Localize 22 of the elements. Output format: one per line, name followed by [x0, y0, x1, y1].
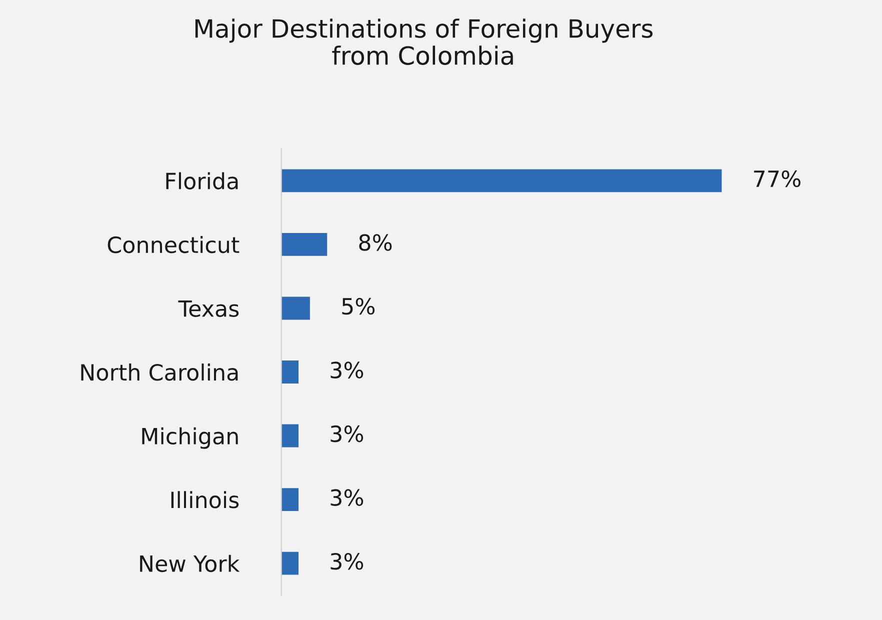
- bar: [281, 552, 299, 575]
- data-label: 3%: [330, 489, 364, 506]
- bar: [281, 360, 299, 384]
- y-tick-label: Illinois: [171, 491, 239, 508]
- y-tick-label: Texas: [178, 300, 239, 317]
- bar: [281, 296, 310, 320]
- data-label: 8%: [359, 234, 392, 251]
- data-label: 77%: [754, 170, 800, 188]
- y-tick-label: Michigan: [142, 427, 238, 449]
- y-tick-label: New York: [140, 554, 240, 572]
- data-label: 3%: [330, 425, 364, 442]
- y-tick-label: Connecticut: [108, 236, 240, 254]
- chart-title: Major Destinations of Foreign Buyers from Colombia: [195, 18, 653, 65]
- data-label: 3%: [330, 362, 364, 378]
- y-tick-label: North Carolina: [81, 364, 238, 381]
- bar: [281, 488, 299, 512]
- bar: [281, 424, 299, 448]
- bar: [281, 232, 328, 256]
- data-label: 5%: [342, 298, 375, 315]
- y-tick-label: Florida: [166, 172, 238, 190]
- data-label: 3%: [330, 552, 364, 570]
- bar: [281, 169, 722, 192]
